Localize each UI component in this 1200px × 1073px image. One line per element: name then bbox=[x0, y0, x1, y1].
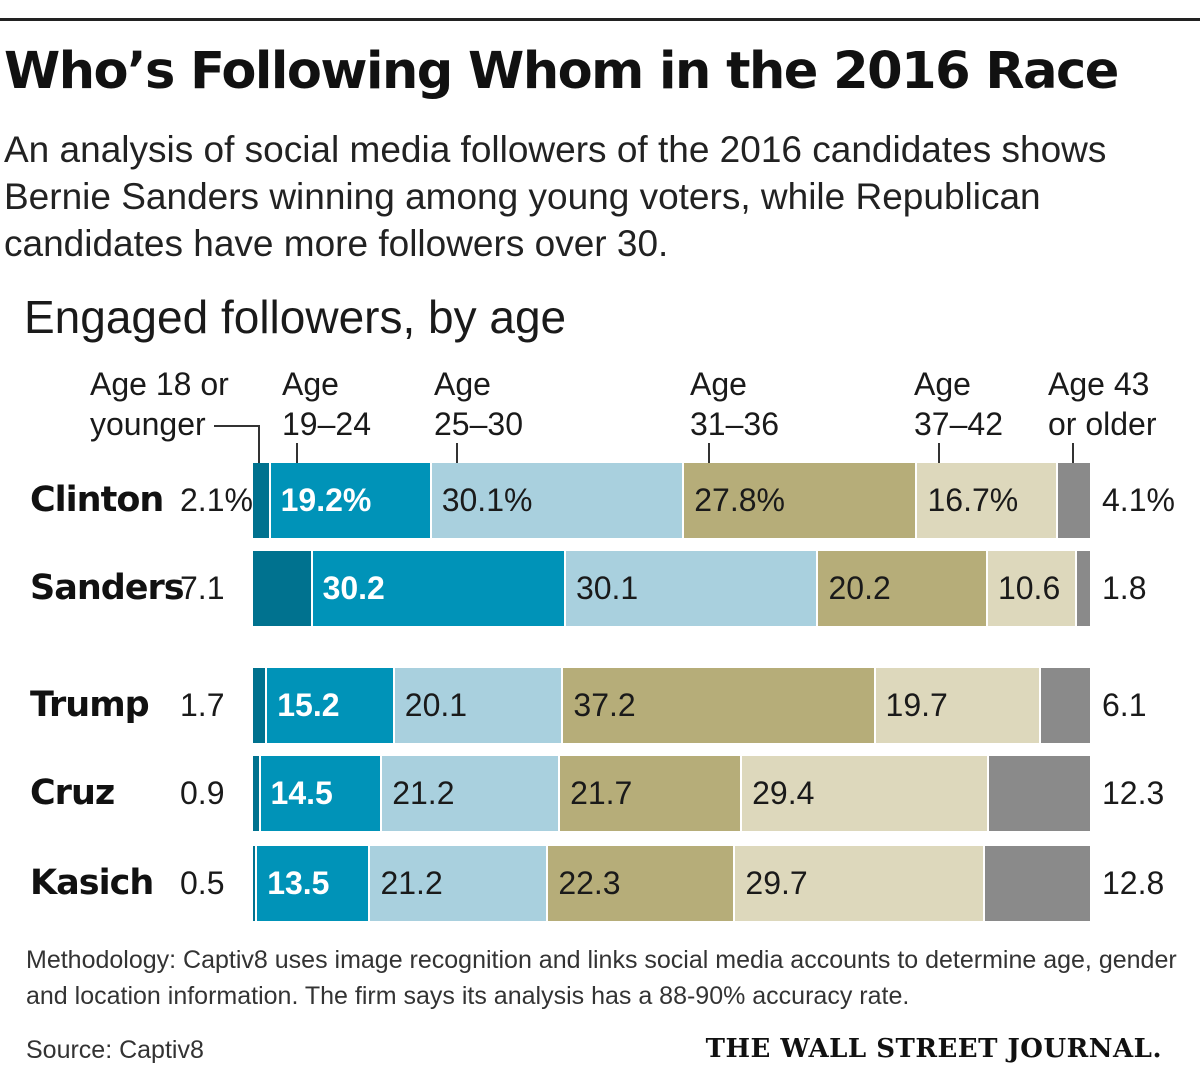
leader-line bbox=[214, 425, 260, 427]
age-group-label-line: 25–30 bbox=[434, 406, 523, 442]
candidate-name: Cruz bbox=[30, 773, 115, 813]
candidate-name: Sanders bbox=[30, 568, 185, 608]
bar-segment bbox=[382, 756, 561, 831]
bar-segment bbox=[253, 846, 258, 921]
bar-segment bbox=[370, 846, 549, 921]
age-43-value: 12.8 bbox=[1102, 865, 1165, 901]
age-43-value: 12.3 bbox=[1102, 775, 1165, 811]
leader-line bbox=[258, 425, 260, 463]
bar-segment bbox=[560, 756, 743, 831]
age-18-value: 7.1 bbox=[180, 570, 225, 606]
bar-segment bbox=[988, 756, 1092, 831]
candidate-name: Clinton bbox=[30, 480, 164, 520]
bar-segment bbox=[1076, 551, 1092, 626]
methodology-note: Methodology: Captiv8 uses image recognit… bbox=[26, 946, 1177, 1010]
bar-segment bbox=[253, 463, 271, 538]
bar-segment bbox=[548, 846, 736, 921]
bar-segment bbox=[742, 756, 989, 831]
bar-segment bbox=[253, 551, 313, 626]
bar-segment bbox=[987, 551, 1077, 626]
age-group-label-line: Age bbox=[914, 366, 971, 402]
bar-segment bbox=[875, 668, 1041, 743]
age-group-label-line: younger bbox=[90, 406, 206, 442]
bar-segment bbox=[394, 668, 564, 743]
age-group-label-line: 19–24 bbox=[282, 406, 371, 442]
age-group-label: Age 31–36 bbox=[690, 364, 779, 444]
bar-segment bbox=[253, 756, 261, 831]
candidate-name: Trump bbox=[30, 685, 150, 725]
leader-line bbox=[938, 443, 940, 463]
age-18-value: 1.7 bbox=[180, 687, 225, 723]
age-group-label-line: Age 43 bbox=[1048, 366, 1150, 402]
age-group-label-line: or older bbox=[1048, 406, 1157, 442]
bar-segment bbox=[684, 463, 918, 538]
source-note: Source: Captiv8 bbox=[26, 1036, 204, 1064]
age-group-label: Age 25–30 bbox=[434, 364, 523, 444]
chart-title: Engaged followers, by age bbox=[24, 291, 567, 343]
age-43-value: 6.1 bbox=[1102, 687, 1147, 723]
age-group-label: Age 18 or younger bbox=[90, 364, 229, 444]
age-group-label-line: Age 18 or bbox=[90, 366, 229, 402]
age-group-label-line: Age bbox=[434, 366, 491, 402]
publisher-logo: THE WALL STREET JOURNAL. bbox=[705, 1034, 1162, 1064]
top-rule bbox=[0, 18, 1200, 21]
bar-segment bbox=[984, 846, 1092, 921]
bar-segment bbox=[257, 846, 371, 921]
page-title: Who’s Following Whom in the 2016 Race bbox=[4, 42, 1119, 101]
bar-segment bbox=[431, 463, 685, 538]
bar-segment bbox=[270, 463, 432, 538]
age-18-value: 2.1% bbox=[180, 482, 253, 518]
age-18-value: 0.5 bbox=[180, 865, 225, 901]
age-group-label-line: Age bbox=[690, 366, 747, 402]
age-group-label: Age 43 or older bbox=[1048, 364, 1157, 444]
bar-segment bbox=[267, 668, 395, 743]
leader-line bbox=[1072, 443, 1074, 463]
leader-line bbox=[456, 443, 458, 463]
bar-segment bbox=[260, 756, 383, 831]
leader-line bbox=[708, 443, 710, 463]
age-group-label: Age 37–42 bbox=[914, 364, 1003, 444]
age-group-label-line: 31–36 bbox=[690, 406, 779, 442]
age-group-label: Age 19–24 bbox=[282, 364, 371, 444]
bar-segment bbox=[735, 846, 985, 921]
bar-segment bbox=[917, 463, 1058, 538]
age-group-label-line: 37–42 bbox=[914, 406, 1003, 442]
bar-segment bbox=[1040, 668, 1092, 743]
age-43-value: 4.1% bbox=[1102, 482, 1175, 518]
bar-segment bbox=[253, 668, 268, 743]
leader-line bbox=[296, 443, 298, 463]
bar-segment bbox=[1057, 463, 1092, 538]
bar-segment bbox=[312, 551, 566, 626]
age-18-value: 0.9 bbox=[180, 775, 225, 811]
candidate-name: Kasich bbox=[30, 863, 154, 903]
bar-segment bbox=[563, 668, 876, 743]
age-group-label-line: Age bbox=[282, 366, 339, 402]
subtitle: An analysis of social media followers of… bbox=[4, 129, 1107, 264]
bar-segment bbox=[818, 551, 988, 626]
age-43-value: 1.8 bbox=[1102, 570, 1147, 606]
bar-segment bbox=[565, 551, 819, 626]
